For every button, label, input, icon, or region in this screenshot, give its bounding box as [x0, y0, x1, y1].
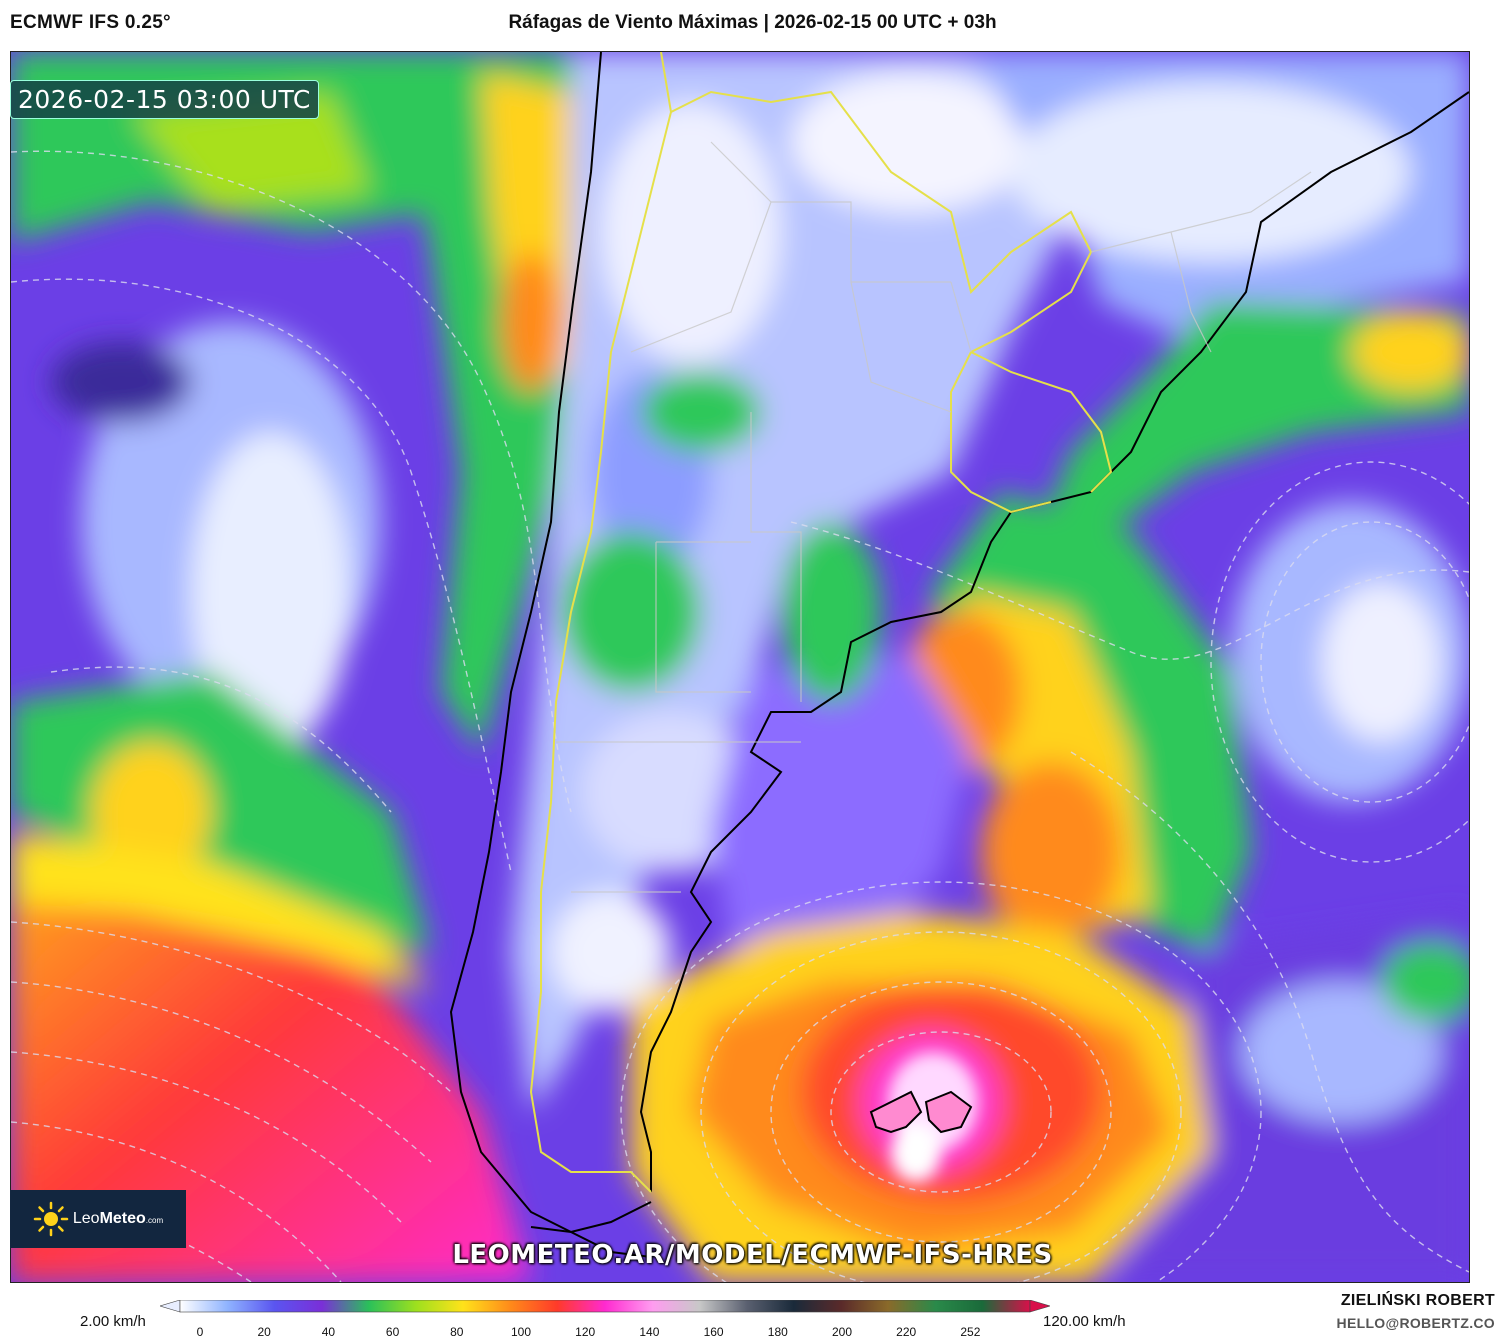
colorbar-tick-label: 180: [767, 1325, 788, 1339]
colorbar-tick-label: 252: [960, 1325, 981, 1339]
map-canvas: [11, 52, 1469, 1282]
author-email[interactable]: HELLO@ROBERTZ.CO: [1336, 1315, 1495, 1331]
colorbar-max-label: 120.00 km/h: [1043, 1313, 1126, 1330]
colorbar-tick-label: 120: [575, 1325, 596, 1339]
leometeo-logo[interactable]: LeoMeteo.com: [10, 1190, 186, 1248]
colorbar-tick-label: 80: [450, 1325, 464, 1339]
colorbar-min-label: 2.00 km/h: [80, 1313, 146, 1330]
source-url-watermark: LEOMETEO.AR/MODEL/ECMWF-IFS-HRES: [452, 1240, 1053, 1270]
model-label: ECMWF IFS 0.25°: [10, 12, 171, 33]
colorbar-tick-label: 220: [896, 1325, 917, 1339]
logo-wordmark: LeoMeteo.com: [72, 1210, 164, 1227]
valid-time-badge: 2026-02-15 03:00 UTC: [10, 80, 319, 119]
sun-icon: [33, 1201, 69, 1237]
map-title: Ráfagas de Viento Máximas | 2026-02-15 0…: [508, 12, 997, 33]
colorbar-tick-label: 20: [257, 1325, 271, 1339]
colorbar-tick-label: 60: [385, 1325, 400, 1339]
author-name: ZIELIŃSKI ROBERT: [1340, 1292, 1495, 1309]
colorbar: [160, 1300, 1050, 1313]
colorbar-tick-label: 160: [703, 1325, 724, 1339]
colorbar-tick-label: 140: [639, 1325, 660, 1339]
colorbar-tick-label: 0: [196, 1325, 204, 1339]
wind-gust-map[interactable]: [10, 51, 1470, 1283]
colorbar-tick-label: 40: [321, 1325, 336, 1339]
colorbar-tick-label: 200: [831, 1325, 853, 1339]
colorbar-tick-label: 100: [510, 1325, 532, 1339]
